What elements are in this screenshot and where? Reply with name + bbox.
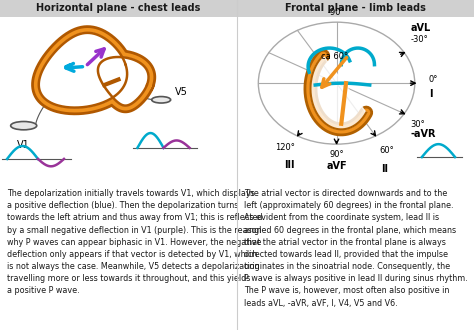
Text: 0°: 0° <box>429 75 438 84</box>
Text: 30°: 30° <box>410 120 425 129</box>
Text: V1: V1 <box>18 141 30 150</box>
Text: ca 60°: ca 60° <box>320 52 348 61</box>
Text: -90°: -90° <box>328 8 346 16</box>
Polygon shape <box>310 56 366 129</box>
Polygon shape <box>98 57 148 106</box>
Text: II: II <box>382 164 389 174</box>
Text: The depolarization initially travels towards V1, which displays
a positive defle: The depolarization initially travels tow… <box>7 189 263 295</box>
Ellipse shape <box>11 121 36 130</box>
Text: aVL: aVL <box>410 23 431 33</box>
Text: aVF: aVF <box>326 161 347 171</box>
Text: Horizontal plane - chest leads: Horizontal plane - chest leads <box>36 3 201 13</box>
Text: The atrial vector is directed downwards and to the
left (approximately 60 degree: The atrial vector is directed downwards … <box>244 189 468 308</box>
Bar <box>237 0 474 16</box>
Text: III: III <box>284 160 294 170</box>
Text: 90°: 90° <box>329 150 344 159</box>
Text: -30°: -30° <box>410 35 428 44</box>
Text: V5: V5 <box>175 87 188 97</box>
Text: Frontal plane - limb leads: Frontal plane - limb leads <box>285 3 426 13</box>
Text: 60°: 60° <box>379 146 394 155</box>
Bar <box>0 0 237 16</box>
Ellipse shape <box>152 97 171 103</box>
Polygon shape <box>39 33 127 108</box>
Text: -aVR: -aVR <box>410 129 436 139</box>
Text: 120°: 120° <box>275 143 295 152</box>
Text: I: I <box>429 89 432 99</box>
